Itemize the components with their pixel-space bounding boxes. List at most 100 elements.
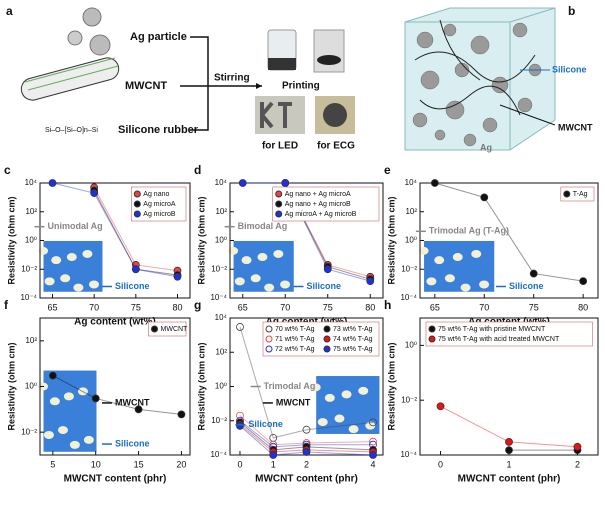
data-point [281,179,290,187]
inset-particle [83,435,94,444]
legend-marker [275,190,283,198]
legend-box [262,321,380,357]
y-tick-label: 10⁻⁴ [400,450,417,459]
annotation: Bimodal Ag [238,221,288,231]
x-tick-label: 75 [131,302,141,312]
data-point [173,272,182,281]
legend-marker [563,190,571,198]
annotation: Silicone [115,281,150,291]
vial-photo [313,29,345,73]
y-tick-label: 10² [405,207,417,216]
y-tick-label: 10⁻² [401,395,417,404]
inset-particle [358,386,369,395]
legend-box [560,186,595,202]
x-tick-label: 80 [578,302,588,312]
ag-particles [67,7,111,56]
data-point [302,448,311,456]
legend-label: Ag nano [143,191,169,198]
label: Printing [282,81,320,92]
data-point [369,418,377,427]
panel-label: d [194,163,201,177]
legend-label: 75 wt% T-Ag with acid treated MWCNT [438,336,560,343]
mwcnt-tube [20,57,120,101]
y-tick-label: 10⁴ [25,178,38,187]
y-tick-label: 10⁰ [25,236,37,245]
y-tick-label: 10⁰ [215,236,227,245]
label: MWCNT [125,80,167,92]
data-point [302,425,311,434]
label: MWCNT [558,122,593,132]
series-line [239,424,374,453]
inset-particle [264,283,275,292]
data-point [369,451,377,459]
legend-marker [428,335,436,343]
label: Ag [480,142,492,152]
pattern [260,101,292,129]
data-point [236,323,244,331]
connector [180,36,262,131]
data-point [323,265,332,274]
x-tick-label: 70 [479,302,489,312]
x-axis-label: MWCNT content (phr) [255,474,358,485]
legend-box [272,186,380,222]
legend-label: 74 wt% T-Ag [333,336,373,343]
data-point [573,442,582,451]
legend-label: Ag microA + Ag microB [285,211,357,218]
legend-marker [428,325,436,333]
legend-label: Ag nano + Ag microB [285,201,351,208]
x-tick-label: 2 [575,459,580,469]
inset-particle [471,249,482,258]
legend-box [425,321,593,347]
annotation: MWCNT [115,397,150,407]
legend-label: Ag microA [143,201,176,208]
arrow [256,83,262,89]
structure-cube [404,7,556,151]
inset-particle [66,253,77,262]
inset-particle [250,274,261,283]
legend-marker [275,210,283,218]
inset-particle [60,274,71,283]
legend-marker [275,200,283,208]
y-tick-label: 10² [215,347,227,356]
y-axis-label: Resistivity (ohm cm) [196,196,206,284]
inset-particle [365,421,376,430]
data-point [436,402,445,411]
legend-marker [133,210,141,218]
y-tick-label: 10⁴ [215,178,228,187]
x-tick-label: 75 [323,302,333,312]
y-axis-label: Resistivity (ohm cm) [6,196,16,284]
legend-label: MWCNT [161,326,189,333]
panel-label: c [4,163,11,177]
x-tick-label: 65 [238,302,248,312]
y-tick-label: 10⁻² [401,264,417,273]
inset-particle [280,280,291,289]
plot-frame [419,317,599,456]
data-point [480,193,489,202]
annotation: Unimodal Ag [48,221,103,231]
plot-frame [39,182,191,299]
legend-marker [323,345,331,353]
inset-particle [310,383,321,392]
annotation: Trimodal Ag [264,381,316,391]
x-axis-label: MWCNT content (phr) [64,474,167,485]
legend-label: 71 wt% T-Ag [275,336,315,343]
inset-particle [49,397,60,406]
data-point [48,179,57,187]
inset-particle [73,283,84,292]
annotation: Silicone [115,438,150,448]
x-tick-label: 20 [176,459,186,469]
x-tick-label: 0 [237,459,242,469]
inset-particle [51,256,62,265]
data-point [91,394,100,403]
panel-label: a [6,4,13,18]
y-axis-label: Resistivity (ohm cm) [386,196,396,284]
data-point [131,265,140,274]
inset-particle [479,280,490,289]
x-tick-label: 2 [304,459,309,469]
inset-particle [334,414,345,423]
y-tick-label: 10⁴ [215,313,228,322]
x-tick-label: 0 [438,459,443,469]
y-tick-label: 10⁰ [405,236,417,245]
inset-particle [89,280,99,289]
y-axis-label: Resistivity (ohm cm) [6,342,16,430]
